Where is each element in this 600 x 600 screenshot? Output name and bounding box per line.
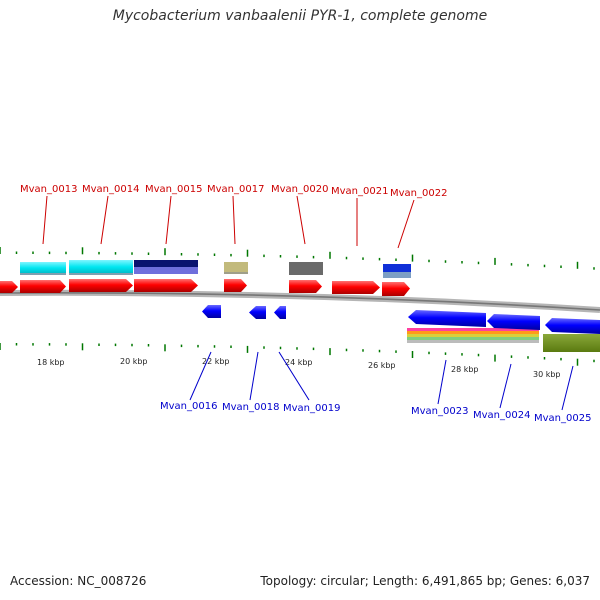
lower-tick-row bbox=[0, 343, 595, 366]
gene-arrow-mvan-0022[interactable] bbox=[382, 282, 410, 296]
gene-arrow-mvan-0023[interactable] bbox=[408, 310, 486, 327]
feature-box-mvan-0023-yellow bbox=[407, 334, 539, 337]
gene-label-mvan-0021[interactable]: Mvan_0021 bbox=[331, 186, 388, 197]
accession-text: Accession: NC_008726 bbox=[10, 574, 147, 588]
gene-arrow-mvan-0025[interactable] bbox=[545, 318, 600, 334]
gene-arrow-mvan-0017[interactable] bbox=[224, 279, 247, 292]
gene-arrow-mvan-0021[interactable] bbox=[332, 281, 380, 294]
kbp-label-24: 24 kbp bbox=[285, 358, 313, 367]
feature-box-mvan-0017 bbox=[224, 262, 248, 273]
feature-box-mvan-0023-grey bbox=[407, 340, 539, 343]
gene-arrow-mvan-0015[interactable] bbox=[134, 279, 198, 292]
feature-box-mvan-0020 bbox=[289, 262, 323, 275]
gene-label-mvan-0025[interactable]: Mvan_0025 bbox=[534, 413, 591, 424]
kbp-label-26: 26 kbp bbox=[368, 361, 396, 370]
gene-label-mvan-0019[interactable]: Mvan_0019 bbox=[283, 403, 340, 414]
reverse-gene-arrows bbox=[202, 305, 600, 334]
feature-box-mvan-0015-b bbox=[134, 267, 198, 274]
feature-boxes-upper bbox=[20, 260, 411, 278]
backbone-outer bbox=[0, 289, 600, 313]
kbp-label-22: 22 kbp bbox=[202, 357, 230, 366]
gene-arrow-mvan-0020[interactable] bbox=[289, 280, 322, 293]
gene-arrow-mvan-0016[interactable] bbox=[202, 305, 221, 318]
feature-box-mvan-0014 bbox=[69, 260, 133, 274]
reverse-leader-lines bbox=[189, 351, 574, 411]
gene-label-mvan-0020[interactable]: Mvan_0020 bbox=[271, 184, 328, 195]
forward-gene-labels: Mvan_0013 Mvan_0014 Mvan_0015 Mvan_0017 … bbox=[20, 184, 447, 199]
gene-arrow-mvan-0013[interactable] bbox=[20, 280, 66, 293]
forward-leader-lines bbox=[42, 195, 415, 249]
feature-box-mvan-0014-stripe bbox=[69, 273, 133, 275]
kbp-label-20: 20 kbp bbox=[120, 357, 148, 366]
feature-box-mvan-0023-orange bbox=[407, 331, 539, 334]
gene-label-mvan-0017[interactable]: Mvan_0017 bbox=[207, 184, 264, 195]
feature-box-mvan-0022-a bbox=[383, 264, 411, 272]
gene-label-mvan-0013[interactable]: Mvan_0013 bbox=[20, 184, 77, 195]
feature-box-mvan-0013-stripe bbox=[20, 273, 66, 275]
kbp-label-30: 30 kbp bbox=[533, 370, 561, 379]
feature-box-mvan-0013 bbox=[20, 262, 66, 274]
feature-box-mvan-0015-a bbox=[134, 260, 198, 267]
gene-arrow-mvan-0014[interactable] bbox=[69, 279, 133, 292]
kbp-label-18: 18 kbp bbox=[37, 358, 65, 367]
gene-label-mvan-0014[interactable]: Mvan_0014 bbox=[82, 184, 139, 195]
feature-box-mvan-0023-pink bbox=[407, 328, 539, 331]
forward-gene-arrows bbox=[0, 279, 410, 296]
map-title: Mycobacterium vanbaalenii PYR-1, complet… bbox=[112, 8, 488, 24]
gene-label-mvan-0022[interactable]: Mvan_0022 bbox=[390, 188, 447, 199]
feature-box-mvan-0017-stripe bbox=[224, 272, 248, 274]
gene-label-mvan-0023[interactable]: Mvan_0023 bbox=[411, 406, 468, 417]
feature-box-mvan-0022-b bbox=[383, 272, 411, 278]
gene-label-mvan-0018[interactable]: Mvan_0018 bbox=[222, 402, 279, 413]
gene-label-mvan-0024[interactable]: Mvan_0024 bbox=[473, 410, 530, 421]
topology-text: Topology: circular; Length: 6,491,865 bp… bbox=[260, 574, 590, 588]
gene-arrow-mvan-0024[interactable] bbox=[487, 314, 540, 330]
gene-arrow-mvan-0019[interactable] bbox=[274, 306, 286, 319]
backbone-inner bbox=[0, 292, 600, 311]
feature-boxes-lower bbox=[407, 328, 600, 352]
kbp-label-28: 28 kbp bbox=[451, 365, 479, 374]
gene-arrow-mvan-0018[interactable] bbox=[249, 306, 266, 319]
feature-box-mvan-0023-green bbox=[407, 337, 539, 340]
upper-tick-row bbox=[0, 247, 595, 270]
gene-label-mvan-0015[interactable]: Mvan_0015 bbox=[145, 184, 202, 195]
gene-arrow-partial-left[interactable] bbox=[0, 281, 18, 293]
gene-label-mvan-0016[interactable]: Mvan_0016 bbox=[160, 401, 217, 412]
reverse-gene-labels: Mvan_0016 Mvan_0018 Mvan_0019 Mvan_0023 … bbox=[160, 401, 591, 424]
feature-box-mvan-0025 bbox=[543, 334, 600, 352]
